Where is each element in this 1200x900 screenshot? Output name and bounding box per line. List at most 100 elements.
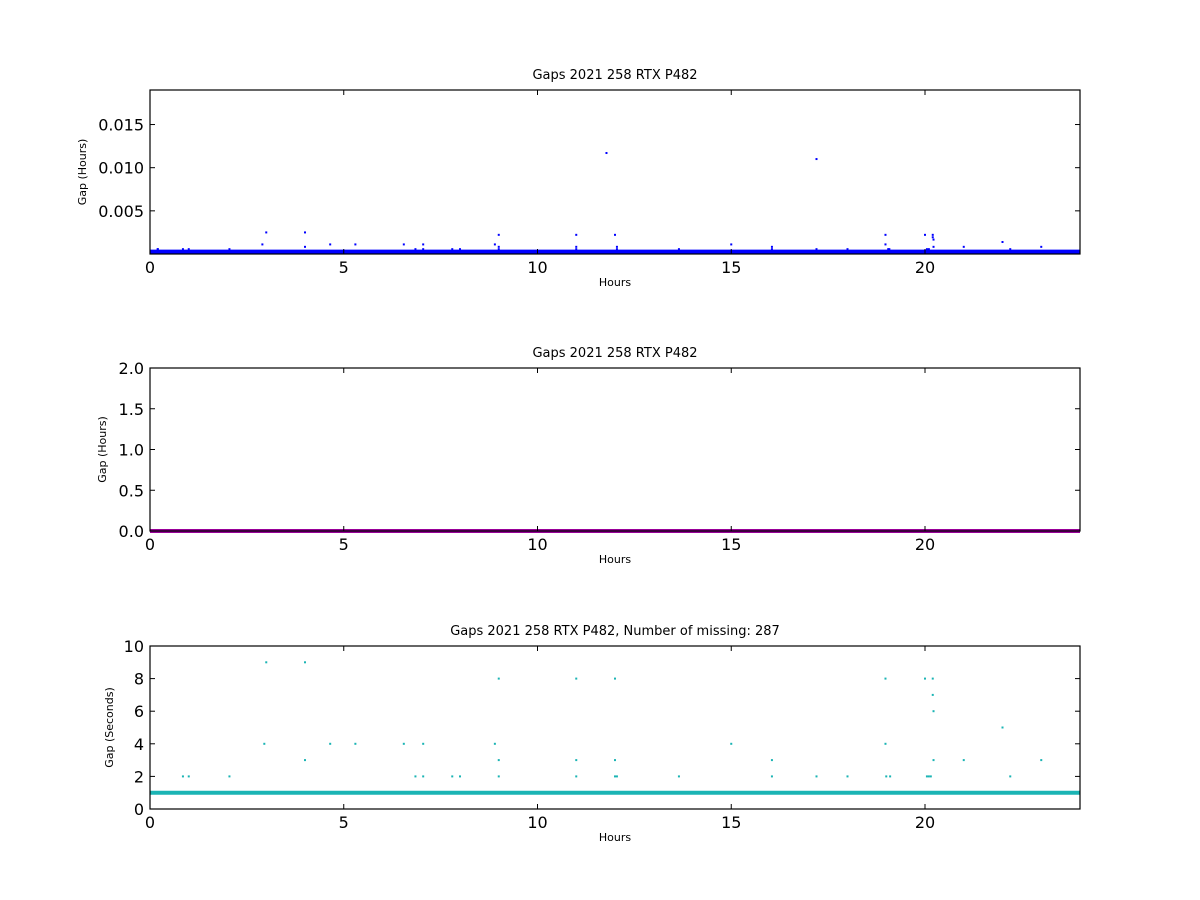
data-point	[228, 775, 231, 778]
data-point	[459, 775, 461, 778]
data-point	[304, 661, 306, 664]
data-point	[931, 677, 934, 680]
plot-frame	[149, 645, 1081, 810]
data-point	[422, 243, 425, 246]
y-tick-label: 1.5	[119, 400, 144, 419]
x-tick-label: 15	[721, 258, 741, 277]
data-point	[451, 775, 454, 778]
data-point	[1040, 759, 1043, 762]
data-point	[929, 775, 932, 778]
data-point	[770, 245, 773, 248]
data-point	[228, 248, 231, 251]
plot-frame	[149, 367, 1081, 532]
y-tick-label: 1.0	[119, 441, 144, 460]
data-point	[497, 248, 500, 251]
chart-title: Gaps 2021 258 RTX P482	[532, 346, 697, 361]
x-tick-label: 10	[527, 258, 547, 277]
chart-title: Gaps 2021 258 RTX P482, Number of missin…	[450, 624, 780, 639]
data-point	[459, 248, 461, 251]
gap-hours-plot-middle: Gaps 2021 258 RTX P482 0 5 10 15 20 0.0 0.5 1.0 1…	[96, 346, 1081, 566]
data-point	[931, 236, 934, 239]
data-point	[181, 248, 184, 251]
y-tick-label: 4	[134, 735, 144, 754]
data-point	[414, 248, 417, 251]
data-point	[770, 248, 773, 251]
x-axis-label: Hours	[599, 276, 631, 289]
data-point	[605, 152, 608, 155]
y-axis-label: Gap (Hours)	[76, 139, 89, 206]
data-point	[1001, 726, 1004, 729]
data-point	[497, 759, 500, 762]
y-tick-label: 0.015	[98, 116, 144, 135]
data-point	[884, 742, 887, 745]
data-point	[614, 233, 616, 236]
data-point	[931, 233, 934, 236]
data-point	[925, 775, 928, 778]
data-point	[615, 775, 618, 778]
data-point	[493, 243, 496, 246]
x-tick-label: 0	[145, 813, 155, 832]
plot-frame	[149, 89, 1081, 255]
data-point	[187, 775, 190, 778]
x-tick-label: 20	[915, 813, 935, 832]
chart-title: Gaps 2021 258 RTX P482	[532, 68, 697, 83]
data-point	[927, 775, 930, 778]
data-point	[962, 759, 965, 762]
data-point	[770, 775, 773, 778]
data-point	[932, 238, 935, 241]
data-point	[614, 759, 616, 762]
data-point	[615, 248, 618, 251]
data-point	[354, 243, 357, 246]
data-point	[815, 158, 818, 161]
data-point	[414, 775, 417, 778]
data-point	[497, 775, 500, 778]
data-point	[575, 248, 578, 251]
data-point	[677, 248, 680, 251]
y-tick-label: 0.010	[98, 159, 144, 178]
data-point	[1040, 245, 1043, 248]
x-tick-label: 15	[721, 813, 741, 832]
data-point	[924, 233, 926, 236]
data-point	[265, 661, 268, 664]
data-point	[497, 245, 500, 248]
data-point	[1001, 241, 1004, 244]
data-point	[261, 243, 264, 246]
y-tick-label: 0.005	[98, 202, 144, 221]
x-tick-label: 15	[721, 535, 741, 554]
data-point	[575, 233, 578, 236]
data-point	[884, 233, 887, 236]
data-point	[265, 231, 268, 234]
data-point	[615, 245, 618, 248]
data-point	[931, 693, 934, 696]
data-point	[614, 775, 616, 778]
data-point	[1009, 775, 1012, 778]
data-point	[304, 759, 306, 762]
y-tick-label: 2	[134, 767, 144, 786]
data-point	[329, 742, 332, 745]
data-point	[614, 677, 616, 680]
data-point	[888, 248, 891, 251]
data-point	[304, 245, 306, 248]
data-point	[181, 775, 184, 778]
data-point	[187, 248, 190, 251]
y-tick-label: 0.5	[119, 481, 144, 500]
data-point	[932, 245, 935, 248]
gap-seconds-plot-bottom: Gaps 2021 258 RTX P482, Number of missin…	[103, 624, 1081, 844]
data-point	[575, 245, 578, 248]
data-point	[962, 245, 965, 248]
data-point	[402, 243, 405, 246]
data-point	[884, 677, 887, 680]
data-point	[730, 243, 733, 246]
y-axis-label: Gap (Hours)	[96, 416, 109, 483]
data-point	[402, 742, 405, 745]
data-point	[887, 248, 890, 251]
data-point	[1009, 248, 1012, 251]
data-point	[304, 231, 306, 234]
x-tick-label: 5	[339, 813, 349, 832]
data-point	[497, 677, 500, 680]
x-tick-label: 0	[145, 258, 155, 277]
data-point	[422, 775, 425, 778]
data-point	[497, 233, 500, 236]
y-tick-label: 8	[134, 670, 144, 689]
